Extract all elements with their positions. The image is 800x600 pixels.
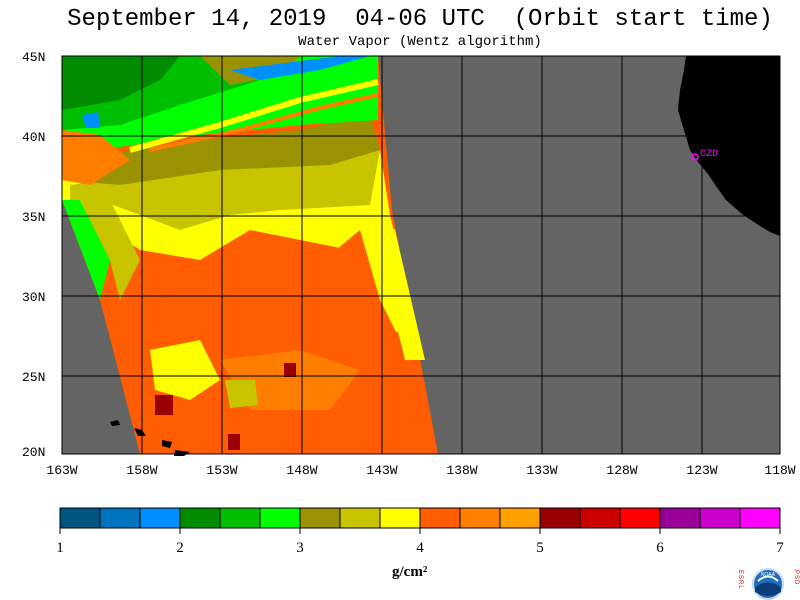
swath-yellow-right bbox=[380, 215, 425, 360]
swath-orange-west bbox=[62, 130, 130, 185]
map-frame bbox=[61, 55, 781, 455]
colorbar-swatch bbox=[139, 507, 181, 529]
colorbar-tick-label: 2 bbox=[176, 540, 184, 556]
lon-label-123W: 123W bbox=[686, 463, 717, 478]
lat-label-35N: 35N bbox=[22, 210, 45, 225]
lat-label-40N: 40N bbox=[22, 130, 45, 145]
swath-stripe-1 bbox=[129, 79, 379, 153]
colorbar-swatch bbox=[99, 507, 141, 529]
lat-label-30N: 30N bbox=[22, 290, 45, 305]
chart-subtitle: Water Vapor (Wentz algorithm) bbox=[298, 34, 542, 50]
lon-label-148W: 148W bbox=[286, 463, 317, 478]
colorbar-swatch bbox=[579, 507, 621, 529]
colorbar-tick-label: 1 bbox=[56, 540, 64, 556]
swath-darkred-1 bbox=[155, 395, 173, 415]
swath-stripe-2 bbox=[149, 93, 379, 152]
lon-label-163W: 163W bbox=[46, 463, 77, 478]
colorbar-swatch bbox=[419, 507, 461, 529]
colorbar-swatch bbox=[339, 507, 381, 529]
colorbar-swatch bbox=[379, 507, 421, 529]
lat-label-25N: 25N bbox=[22, 370, 45, 385]
swath-olive-south bbox=[225, 380, 258, 408]
swath-olive-edge bbox=[80, 200, 140, 300]
lon-label-143W: 143W bbox=[366, 463, 397, 478]
logo-left-text: ESRL bbox=[737, 570, 743, 590]
colorbar-ticks: 1 2 3 4 5 6 7 bbox=[56, 528, 784, 556]
colorbar-swatch bbox=[499, 507, 541, 529]
lon-label-158W: 158W bbox=[126, 463, 157, 478]
colorbar-swatch bbox=[259, 507, 301, 529]
lon-label-128W: 128W bbox=[606, 463, 637, 478]
swath-blue-small bbox=[82, 112, 100, 128]
swath-green-dark bbox=[62, 56, 180, 110]
colorbar-swatch bbox=[739, 507, 781, 529]
colorbar-swatch bbox=[299, 507, 341, 529]
colorbar-units: g/cm² bbox=[392, 564, 428, 580]
colorbar-swatch bbox=[219, 507, 261, 529]
land-hawaii-3 bbox=[162, 440, 172, 448]
swath-darkred-2 bbox=[228, 434, 240, 450]
colorbar-swatch bbox=[179, 507, 221, 529]
colorbar bbox=[59, 507, 781, 529]
colorbar-tick-label: 4 bbox=[416, 540, 424, 556]
land-hawaii-2 bbox=[134, 428, 146, 436]
noaa-logo: NOAA ESRL PSD bbox=[737, 568, 799, 600]
lat-label-45N: 45N bbox=[22, 50, 45, 65]
colorbar-swatch bbox=[459, 507, 501, 529]
colorbar-swatch bbox=[699, 507, 741, 529]
land-hawaii-1 bbox=[110, 420, 120, 426]
colorbar-tick-label: 6 bbox=[656, 540, 664, 556]
colorbar-tick-label: 7 bbox=[776, 540, 784, 556]
station-label: CZD bbox=[700, 149, 718, 160]
colorbar-swatch bbox=[539, 507, 581, 529]
chart-title: September 14, 2019 04-06 UTC (Orbit star… bbox=[67, 6, 773, 33]
colorbar-swatch bbox=[619, 507, 661, 529]
colorbar-tick-label: 5 bbox=[536, 540, 544, 556]
station-marker bbox=[691, 153, 699, 161]
swath-green-edge bbox=[62, 200, 110, 300]
lon-label-138W: 138W bbox=[446, 463, 477, 478]
colorbar-tick-label: 3 bbox=[296, 540, 304, 556]
colorbar-swatch bbox=[659, 507, 701, 529]
lat-label-20N: 20N bbox=[22, 445, 45, 460]
logo-right-text: PSD bbox=[793, 570, 799, 585]
colorbar-swatch bbox=[59, 507, 101, 529]
swath-yellow-south bbox=[150, 340, 220, 400]
lon-label-133W: 133W bbox=[526, 463, 557, 478]
swath-blue-north bbox=[230, 56, 370, 80]
lon-label-118W: 118W bbox=[764, 463, 795, 478]
lon-label-153W: 153W bbox=[206, 463, 237, 478]
land-california bbox=[678, 56, 780, 236]
swath-darkred-3 bbox=[284, 363, 296, 377]
logo-center-text: NOAA bbox=[761, 572, 776, 578]
graticule bbox=[62, 56, 780, 454]
